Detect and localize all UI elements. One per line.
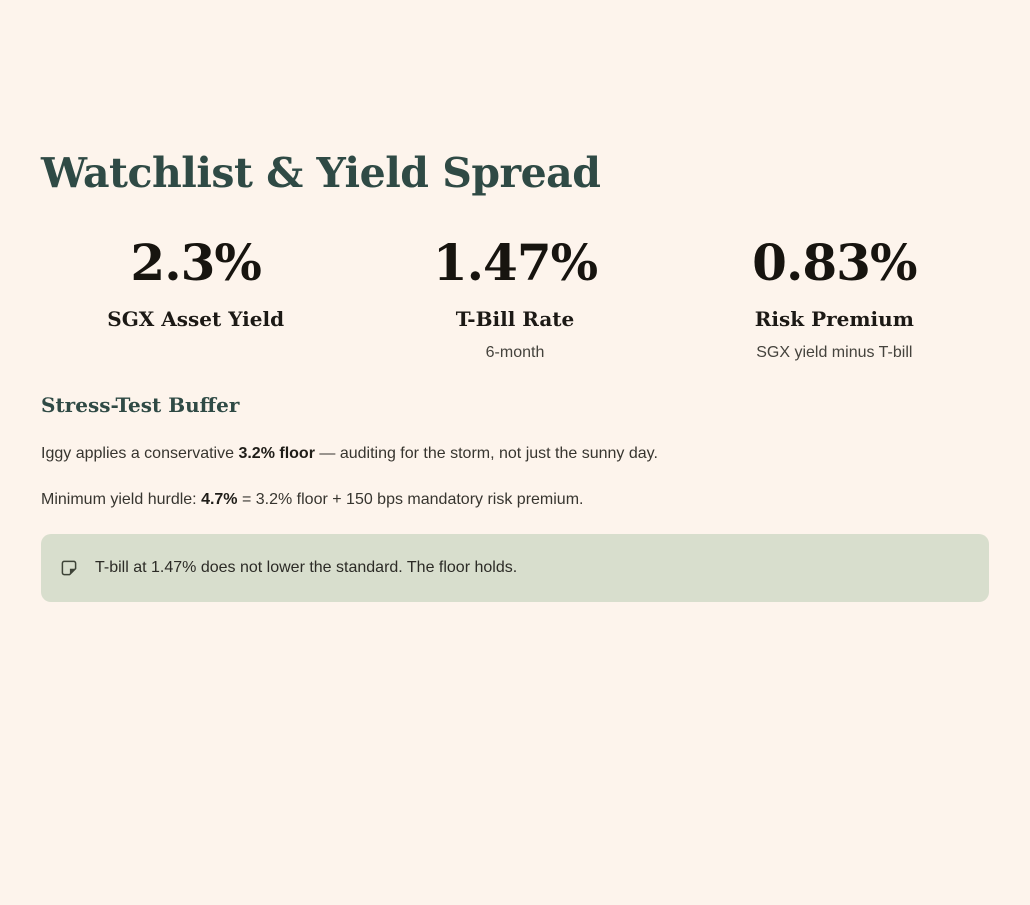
stat-label: T-Bill Rate bbox=[455, 307, 575, 332]
paragraph-text: — auditing for the storm, not just the s… bbox=[314, 445, 658, 463]
stats-row: 2.3% SGX Asset Yield 1.47% T-Bill Rate 6… bbox=[41, 238, 989, 362]
paragraph-bold: 4.7% bbox=[201, 491, 238, 509]
paragraph-text: Iggy applies a conservative bbox=[41, 445, 239, 463]
stat-sublabel: SGX yield minus T-bill bbox=[756, 344, 913, 362]
note-icon bbox=[59, 558, 79, 578]
page: Watchlist & Yield Spread 2.3% SGX Asset … bbox=[0, 149, 1030, 905]
paragraph-bold: 3.2% floor bbox=[238, 445, 315, 463]
callout-text: T-bill at 1.47% does not lower the stand… bbox=[95, 558, 518, 576]
section-heading-stress-test-buffer: Stress-Test Buffer bbox=[41, 393, 240, 418]
stat-sublabel: 6-month bbox=[485, 344, 545, 362]
paragraph-floor: Iggy applies a conservative 3.2% floor —… bbox=[41, 444, 989, 464]
stat-value: 0.83% bbox=[752, 233, 917, 293]
stat-label: Risk Premium bbox=[754, 307, 914, 332]
stat-label: SGX Asset Yield bbox=[107, 307, 285, 332]
paragraph-text: Minimum yield hurdle: bbox=[41, 491, 202, 509]
stat-risk-premium: 0.83% Risk Premium SGX yield minus T-bil… bbox=[680, 238, 989, 362]
stat-value: 1.47% bbox=[432, 233, 598, 293]
stat-value: 2.3% bbox=[130, 233, 262, 293]
callout-banner: T-bill at 1.47% does not lower the stand… bbox=[41, 534, 989, 603]
page-title: Watchlist & Yield Spread bbox=[41, 149, 601, 197]
stat-sgx-asset-yield: 2.3% SGX Asset Yield bbox=[41, 238, 350, 362]
stat-tbill-rate: 1.47% T-Bill Rate 6-month bbox=[360, 238, 669, 362]
paragraph-text: = 3.2% floor + 150 bps mandatory risk pr… bbox=[237, 491, 584, 509]
paragraph-hurdle: Minimum yield hurdle: 4.7% = 3.2% floor … bbox=[41, 490, 989, 510]
